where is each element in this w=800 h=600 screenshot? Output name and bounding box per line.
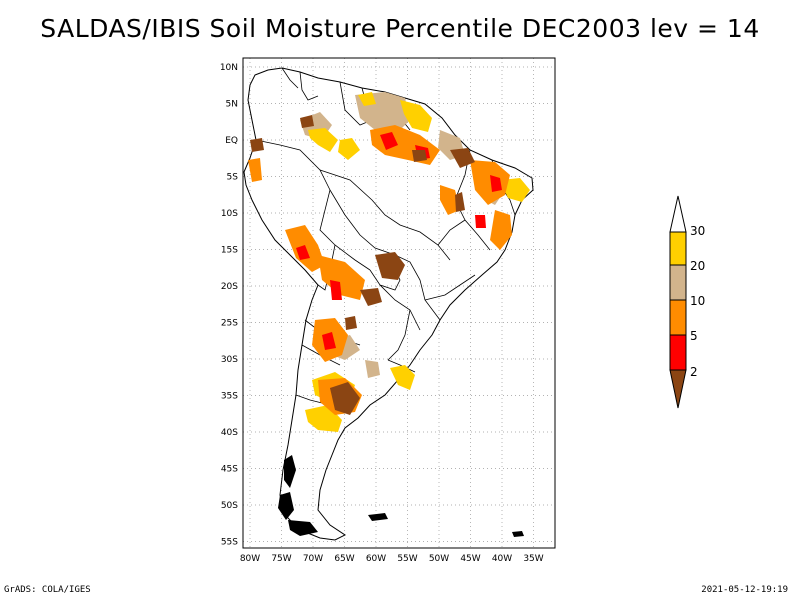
legend-label-10: 10 [690,294,705,308]
patches-brown [250,115,475,415]
lat-tick-label: 45S [221,465,238,475]
lon-tick-label: 35W [523,554,543,564]
lon-tick-label: 65W [334,554,354,564]
lon-tick-label: 55W [397,554,417,564]
chile-fjords [278,455,524,537]
lat-tick-label: 25S [221,319,238,329]
legend-swatch-5-10 [669,299,687,336]
legend-swatch-2-5 [669,334,687,371]
lat-tick-label: 55S [221,538,238,548]
legend-label-5: 5 [690,329,698,343]
lat-tick-label: 5N [226,100,238,110]
lon-tick-label: 80W [240,554,260,564]
lon-tick-label: 70W [303,554,323,564]
map-grid [243,58,555,548]
lon-tick-label: 50W [429,554,449,564]
lat-tick-label: 40S [221,428,238,438]
footer-timestamp: 2021-05-12-19:19 [701,585,788,595]
lon-axis: 80W 75W 70W 65W 60W 55W 50W 45W 40W 35W [240,554,544,564]
lat-tick-label: 10N [220,63,238,73]
map-title: SALDAS/IBIS Soil Moisture Percentile DEC… [40,14,760,43]
lat-tick-label: EQ [225,136,238,146]
lon-tick-label: 60W [366,554,386,564]
legend-label-2: 2 [690,365,698,379]
legend-colorbar: 30 20 10 5 2 [669,195,705,409]
map-content [243,67,534,541]
legend-swatch-below-2 [669,369,687,409]
lat-tick-label: 5S [227,173,239,183]
lat-axis: 10N 5N EQ 5S 10S 15S 20S 25S 30S 35S 40S 45S 50S 55S [220,63,238,548]
legend-swatch-above-30 [669,195,687,233]
lon-tick-label: 40W [492,554,512,564]
lon-tick-label: 45W [460,554,480,564]
footer-grads-credit: GrADS: COLA/IGES [4,585,91,595]
lat-tick-label: 30S [221,355,238,365]
legend-swatch-10-20 [669,264,687,301]
lat-tick-label: 15S [221,246,238,256]
lat-tick-label: 50S [221,501,238,511]
lat-tick-label: 20S [221,282,238,292]
legend-label-30: 30 [690,224,705,238]
legend-swatch-20-30 [669,231,687,266]
lat-tick-label: 35S [221,392,238,402]
legend-label-20: 20 [690,259,705,273]
lon-tick-label: 75W [271,554,291,564]
lat-tick-label: 10S [221,209,238,219]
map-frame [242,57,556,549]
